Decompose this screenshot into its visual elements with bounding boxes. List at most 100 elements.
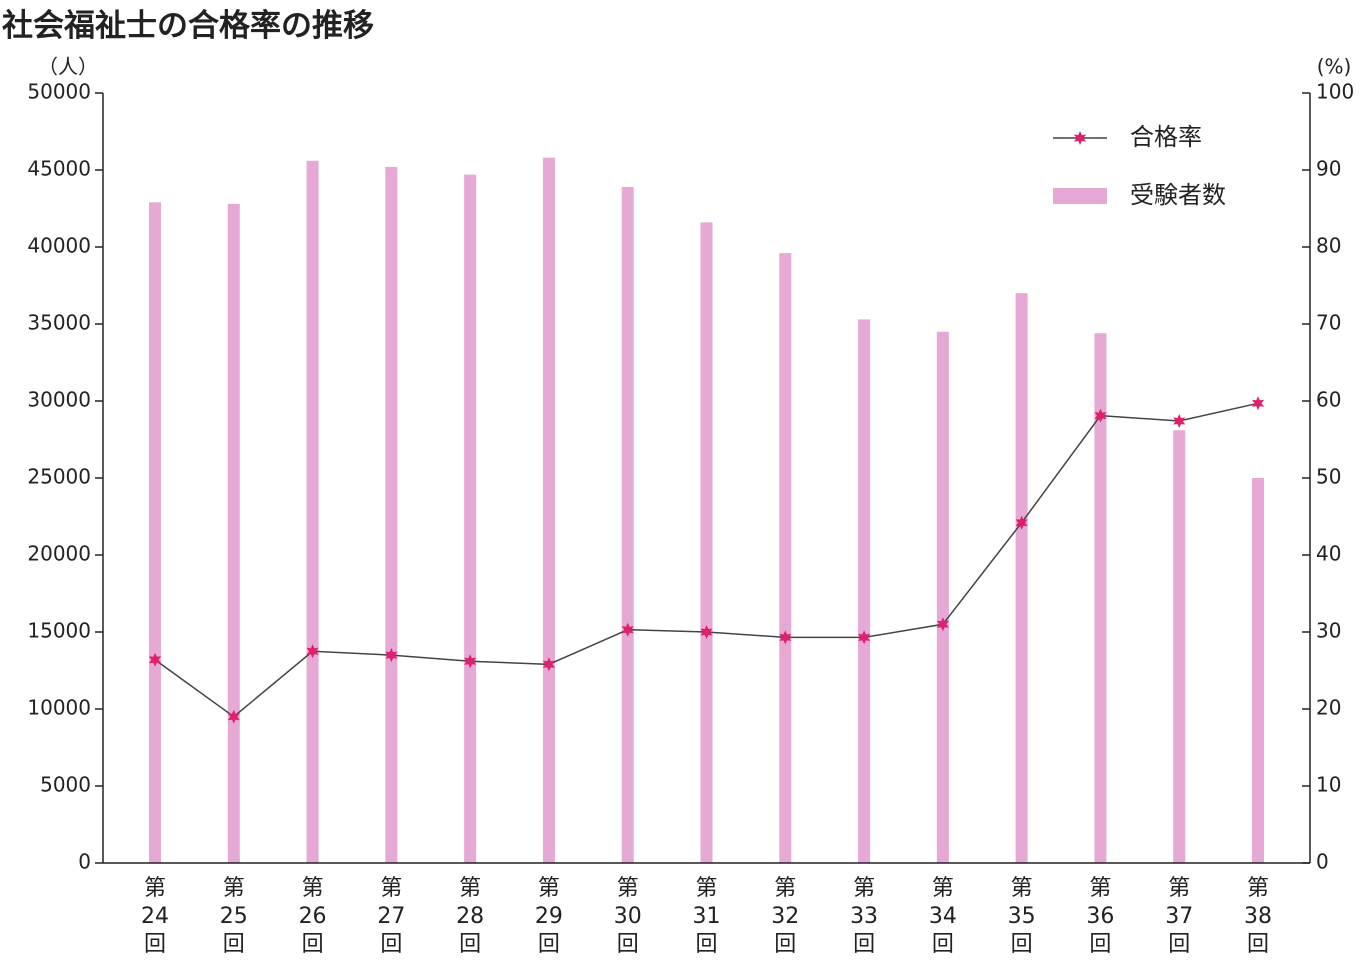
- bar: [542, 157, 555, 863]
- bar: [149, 202, 161, 864]
- x-tick-label: 34: [929, 904, 957, 929]
- x-tick-label: 第: [144, 876, 166, 901]
- y2-tick-label: 70: [1316, 311, 1341, 335]
- bar: [385, 166, 398, 864]
- y-tick-label: 5000: [40, 773, 91, 797]
- x-tick-label: 第: [1247, 876, 1269, 901]
- marker: [621, 622, 634, 637]
- bar: [779, 253, 792, 863]
- x-tick-label: 第: [617, 876, 639, 901]
- y-tick-label: 50000: [27, 80, 91, 104]
- x-tick-label: 回: [853, 932, 875, 957]
- marker: [464, 654, 477, 669]
- x-tick-label: 28: [456, 904, 484, 929]
- y2-tick-label: 10: [1316, 773, 1341, 797]
- x-tick-label: 回: [459, 932, 481, 957]
- x-tick-label: 第: [302, 876, 324, 901]
- marker: [779, 630, 792, 645]
- y-axis-label: （人）: [38, 55, 98, 79]
- marker: [542, 657, 555, 672]
- x-tick-label: 37: [1165, 904, 1193, 929]
- x-tick-label: 回: [774, 932, 796, 957]
- x-tick-label: 回: [302, 932, 324, 957]
- y-tick-label: 20000: [27, 542, 91, 566]
- x-tick-label: 第: [1089, 876, 1111, 901]
- legend-swatch: [1053, 188, 1107, 204]
- x-tick-label: 36: [1086, 904, 1114, 929]
- marker: [1094, 408, 1107, 423]
- x-tick-label: 回: [223, 932, 245, 957]
- marker: [148, 652, 162, 667]
- marker: [700, 625, 713, 639]
- y2-tick-label: 60: [1316, 388, 1341, 412]
- x-tick-label: 第: [932, 876, 954, 901]
- bar: [1094, 333, 1107, 863]
- x-tick-label: 回: [1089, 932, 1111, 957]
- x-tick-label: 第: [1168, 876, 1190, 901]
- x-tick-label: 回: [1247, 932, 1269, 957]
- y2-tick-label: 80: [1316, 234, 1341, 258]
- y2-tick-label: 90: [1316, 157, 1341, 181]
- y-tick-label: 35000: [27, 311, 91, 335]
- x-tick-label: 回: [538, 932, 560, 957]
- bar: [858, 319, 871, 863]
- x-tick-label: 27: [377, 904, 405, 929]
- y2-tick-label: 30: [1316, 619, 1341, 643]
- marker: [227, 709, 240, 724]
- y2-tick-label: 0: [1316, 850, 1329, 874]
- marker: [1015, 515, 1028, 530]
- y-tick-label: 25000: [27, 465, 91, 489]
- legend-label: 受験者数: [1130, 181, 1226, 209]
- y-tick-label: 10000: [27, 696, 91, 720]
- x-tick-label: 回: [695, 932, 717, 957]
- x-tick-label: 24: [141, 904, 169, 929]
- x-tick-label: 回: [380, 932, 402, 957]
- x-tick-label: 35: [1008, 904, 1036, 929]
- marker: [306, 644, 319, 659]
- x-tick-label: 第: [853, 876, 875, 901]
- marker: [858, 630, 871, 645]
- chart-title: 社会福祉士の合格率の推移: [2, 8, 374, 44]
- x-tick-label: 回: [1011, 932, 1033, 957]
- x-tick-label: 回: [144, 932, 166, 957]
- y-tick-label: 0: [78, 850, 91, 874]
- bar: [1173, 430, 1186, 863]
- legend-marker: [1073, 131, 1087, 145]
- x-tick-label: 回: [617, 932, 639, 957]
- x-tick-label: 31: [693, 904, 721, 929]
- bar: [464, 174, 477, 863]
- bar: [1015, 293, 1028, 863]
- y-tick-label: 40000: [27, 234, 91, 258]
- x-tick-label: 回: [932, 932, 954, 957]
- bar: [700, 222, 713, 864]
- x-tick-label: 第: [380, 876, 402, 901]
- bar: [227, 203, 240, 863]
- x-tick-label: 第: [1011, 876, 1033, 901]
- y2-tick-label: 100: [1316, 80, 1354, 104]
- y2-tick-label: 40: [1316, 542, 1341, 566]
- y-tick-label: 45000: [27, 157, 91, 181]
- bar: [306, 160, 319, 863]
- bar: [936, 331, 949, 863]
- marker: [385, 648, 398, 663]
- x-tick-label: 32: [771, 904, 799, 929]
- x-tick-label: 26: [299, 904, 327, 929]
- y2-tick-label: 20: [1316, 696, 1341, 720]
- x-tick-label: 38: [1244, 904, 1272, 929]
- y-tick-label: 30000: [27, 388, 91, 412]
- x-tick-label: 第: [538, 876, 560, 901]
- bar: [1252, 478, 1264, 863]
- bar: [621, 186, 634, 863]
- x-tick-label: 第: [774, 876, 796, 901]
- y2-axis-label: (%): [1317, 55, 1352, 79]
- marker: [1173, 414, 1186, 428]
- x-tick-label: 第: [223, 876, 245, 901]
- marker: [936, 617, 949, 632]
- y2-tick-label: 50: [1316, 465, 1341, 489]
- x-tick-label: 第: [459, 876, 481, 901]
- x-tick-label: 29: [535, 904, 563, 929]
- y-tick-label: 15000: [27, 619, 91, 643]
- legend-label: 合格率: [1130, 123, 1202, 151]
